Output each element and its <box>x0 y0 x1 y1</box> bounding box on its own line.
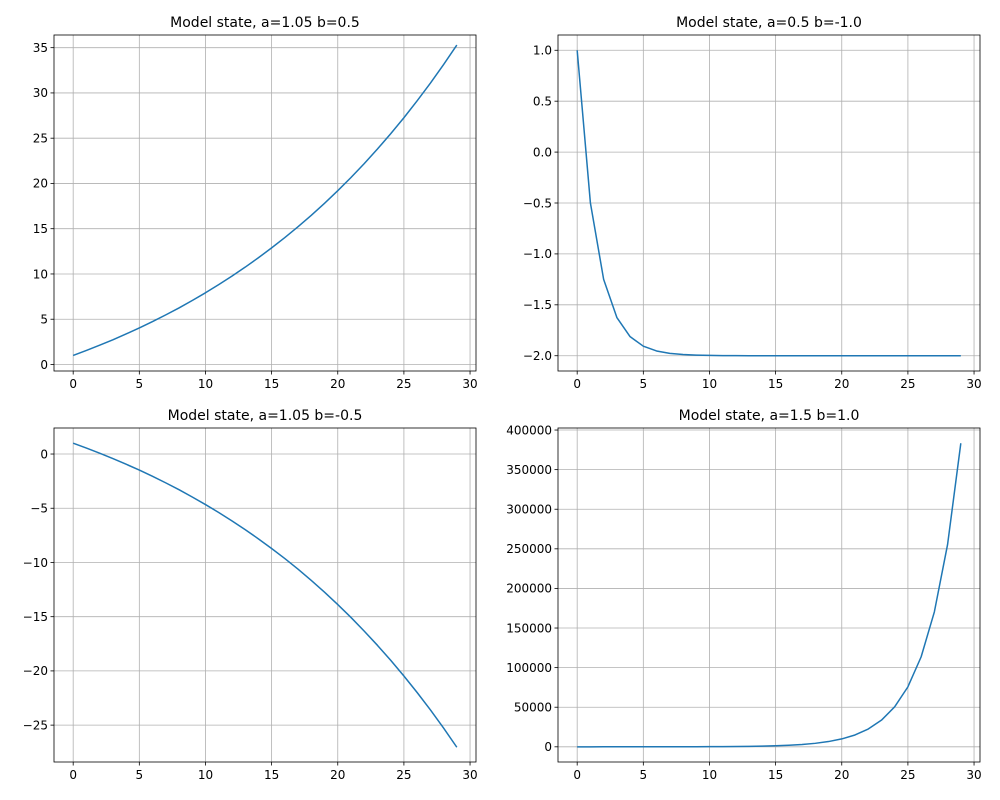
subplot-title: Model state, a=1.5 b=1.0 <box>679 408 860 424</box>
y-tick-label: 0 <box>544 740 552 754</box>
subplot-title: Model state, a=1.05 b=-0.5 <box>168 408 363 424</box>
x-tick-label: 0 <box>573 377 581 391</box>
x-tick-label: 20 <box>330 768 345 782</box>
y-tick-label: 20 <box>33 177 48 191</box>
y-tick-label: −0.5 <box>523 196 552 210</box>
y-tick-label: −1.0 <box>523 247 552 261</box>
x-tick-label: 15 <box>264 377 279 391</box>
y-tick-label: 0 <box>40 447 48 461</box>
series-line <box>576 50 961 357</box>
axes-frame <box>53 34 477 372</box>
x-tick-label: 30 <box>462 377 477 391</box>
subplot-3: 0 5 10 15 20 25 30 0 −5 −10 −15 −20 −25 Model state, … <box>23 408 478 782</box>
y-tick-label: 150000 <box>506 621 552 635</box>
y-tick-label: 5 <box>40 313 48 327</box>
y-tick-label: 30 <box>33 86 48 100</box>
series-line <box>72 44 458 357</box>
subplot-title: Model state, a=0.5 b=-1.0 <box>676 15 862 31</box>
x-tick-label: 10 <box>198 377 213 391</box>
y-tick-label: 10 <box>33 267 48 281</box>
y-tick-label: 1.0 <box>533 44 552 58</box>
y-tick-label: 350000 <box>506 463 552 477</box>
series-line <box>577 443 962 748</box>
x-tick-label: 5 <box>640 377 648 391</box>
y-tick-label: −1.5 <box>523 298 552 312</box>
x-tick-label: 15 <box>768 377 783 391</box>
x-tick-label: 30 <box>966 377 981 391</box>
x-tick-label: 20 <box>834 768 849 782</box>
subplot-1: 0 5 10 15 20 25 30 0 5 10 15 20 25 30 35 Model state, a… <box>33 15 478 391</box>
x-tick-label: 25 <box>396 768 411 782</box>
x-tick-label: 5 <box>136 768 144 782</box>
y-tick-label: 0.5 <box>533 94 552 108</box>
x-tick-label: 15 <box>264 768 279 782</box>
x-tick-label: 20 <box>330 377 345 391</box>
x-tick-label: 30 <box>966 768 981 782</box>
y-tick-label: 0.0 <box>533 145 552 159</box>
y-tick-label: 250000 <box>506 542 552 556</box>
y-tick-label: 0 <box>40 358 48 372</box>
x-tick-label: 0 <box>69 768 77 782</box>
x-tick-label: 30 <box>462 768 477 782</box>
y-tick-label: −25 <box>23 718 48 732</box>
axes-frame <box>557 427 981 763</box>
y-tick-label: −2.0 <box>523 349 552 363</box>
series-line <box>72 442 458 748</box>
x-tick-label: 25 <box>900 768 915 782</box>
x-tick-label: 25 <box>900 377 915 391</box>
y-tick-label: −20 <box>23 664 48 678</box>
y-tick-label: −10 <box>23 556 48 570</box>
y-tick-label: 400000 <box>506 423 552 437</box>
x-tick-label: 5 <box>640 768 648 782</box>
x-tick-label: 10 <box>702 377 717 391</box>
x-tick-label: 0 <box>69 377 77 391</box>
y-tick-label: −5 <box>30 502 48 516</box>
x-tick-label: 15 <box>768 768 783 782</box>
x-tick-label: 25 <box>396 377 411 391</box>
y-tick-label: 15 <box>33 222 48 236</box>
y-tick-label: 100000 <box>506 661 552 675</box>
x-tick-label: 20 <box>834 377 849 391</box>
x-tick-label: 10 <box>702 768 717 782</box>
axes-frame <box>53 427 477 763</box>
subplot-title: Model state, a=1.05 b=0.5 <box>170 15 360 31</box>
y-tick-label: 35 <box>33 41 48 55</box>
x-tick-label: 0 <box>573 768 581 782</box>
y-tick-label: 25 <box>33 131 48 145</box>
y-tick-label: 300000 <box>506 503 552 517</box>
x-tick-label: 5 <box>136 377 144 391</box>
y-tick-label: 200000 <box>506 582 552 596</box>
x-tick-label: 10 <box>198 768 213 782</box>
y-tick-label: −15 <box>23 610 48 624</box>
subplot-4: 0 5 10 15 20 25 30 0 50000 100000 150000 200000 2500… <box>506 408 982 782</box>
subplot-2: 0 5 10 15 20 25 30 1.0 0.5 0.0 −0.5 −1.0 −1.5 −2.0 Mod… <box>523 15 982 391</box>
y-tick-label: 50000 <box>514 701 552 715</box>
